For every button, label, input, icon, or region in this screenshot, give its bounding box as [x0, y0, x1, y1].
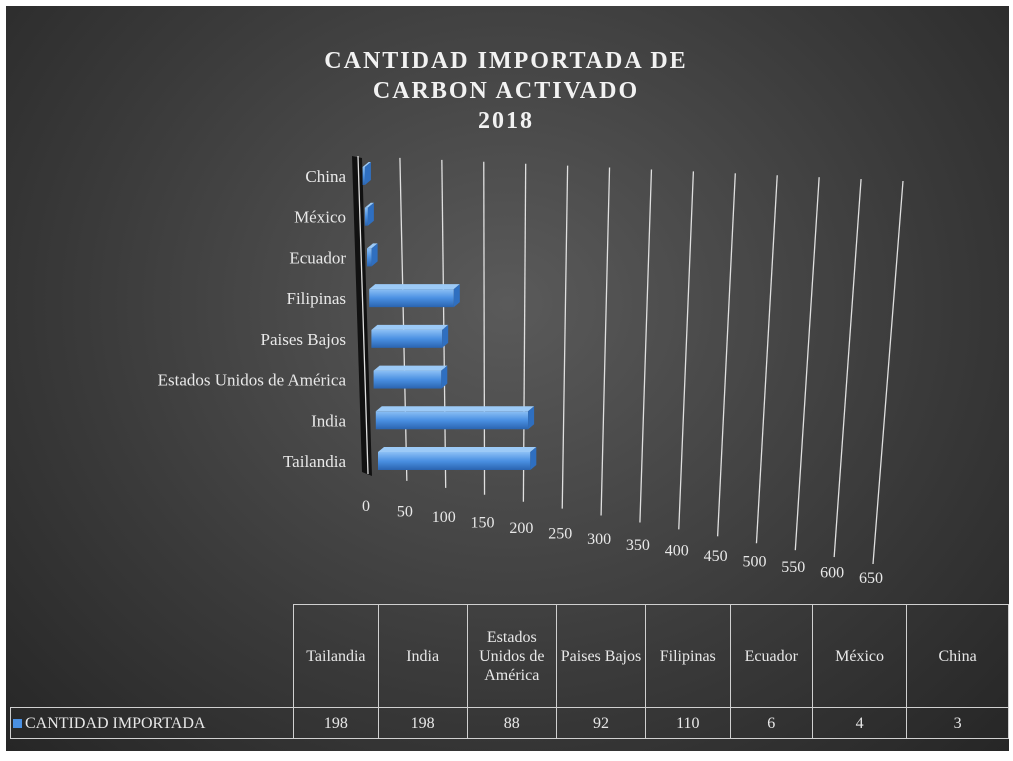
grid-line [678, 171, 695, 530]
grid-line [716, 173, 736, 537]
chart-title: 2018 [478, 108, 534, 134]
y-tick-label: Estados Unidos de América [158, 371, 347, 390]
table-value: 6 [729, 707, 814, 739]
table-value: 92 [555, 707, 647, 739]
bar-face [367, 202, 374, 226]
x-tick-label: 650 [859, 570, 883, 587]
bar-face [369, 289, 454, 308]
y-tick-label: Tailandia [283, 452, 346, 471]
grid-line [794, 177, 820, 551]
table-header: Tailandia [293, 604, 379, 708]
x-tick-label: 600 [820, 564, 844, 581]
table-header: China [906, 604, 1009, 708]
bar-face [371, 243, 378, 267]
y-tick-label: Filipinas [286, 289, 346, 308]
x-tick-label: 150 [471, 515, 495, 532]
y-tick-label: México [294, 208, 346, 227]
table-value: 198 [293, 707, 379, 739]
table-corner [10, 604, 294, 708]
table-value: 88 [466, 707, 557, 739]
grid-line [522, 163, 527, 502]
y-tick-label: Paises Bajos [261, 330, 346, 349]
bar-face [373, 365, 448, 371]
bar-face [378, 447, 537, 452]
x-tick-label: 300 [587, 531, 611, 548]
bar-face [528, 406, 535, 430]
table-header: Ecuador [729, 604, 814, 708]
bar [373, 365, 448, 389]
x-tick-label: 400 [665, 542, 689, 559]
chart-title: CANTIDAD IMPORTADA DE [324, 48, 687, 74]
bar-face [375, 411, 529, 430]
grid-line [483, 161, 486, 495]
bar-face [371, 324, 449, 330]
bar [375, 406, 535, 430]
back-wall [352, 156, 372, 476]
x-tick-label: 450 [704, 548, 728, 565]
bar [378, 447, 537, 470]
grid-line [639, 169, 653, 523]
grid-line [357, 155, 369, 475]
bar-face [364, 207, 368, 226]
x-tick-label: 250 [548, 526, 572, 543]
x-tick-label: 200 [509, 520, 533, 537]
x-tick-label: 100 [432, 509, 456, 526]
bar-face [362, 167, 365, 185]
x-tick-label: 350 [626, 537, 650, 554]
y-tick-label: India [311, 411, 346, 430]
bar [362, 162, 371, 185]
bar-face [362, 162, 371, 167]
bar [364, 202, 374, 226]
table-header: Filipinas [645, 604, 731, 708]
x-tick-label: 50 [397, 504, 413, 521]
bar-face [378, 452, 531, 470]
bar-face [364, 162, 371, 185]
bar-face [364, 202, 374, 208]
bar-face [369, 284, 460, 290]
chart-area: CANTIDAD IMPORTADA DE CARBON ACTIVADO 20… [6, 6, 1009, 751]
grid-line [872, 180, 904, 565]
table-value: 4 [812, 707, 908, 739]
series-name: CANTIDAD IMPORTADA [25, 714, 206, 732]
grid-line [600, 167, 611, 516]
bar-face [371, 329, 443, 348]
x-tick-label: 550 [781, 559, 805, 576]
y-tick-label: China [305, 167, 346, 186]
x-tick-label: 500 [742, 553, 766, 570]
bar-face [375, 406, 535, 412]
table-value: 198 [377, 707, 468, 739]
table-value: 110 [645, 707, 731, 739]
grid-line [441, 159, 447, 488]
grid-line [833, 179, 862, 558]
series-label: CANTIDAD IMPORTADA [9, 707, 295, 739]
table-header: Estados Unidos de América [466, 604, 557, 708]
legend-key [13, 718, 22, 728]
bar-face [367, 243, 378, 249]
bar-face [530, 447, 537, 470]
bar [369, 284, 460, 308]
table-header: Paises Bajos [555, 604, 647, 708]
bar-face [453, 284, 460, 308]
y-tick-label: Ecuador [289, 248, 346, 267]
table-header: India [377, 604, 468, 708]
bar [371, 324, 449, 348]
grid-line [755, 175, 778, 544]
x-tick-label: 0 [362, 498, 370, 515]
table-header: México [812, 604, 908, 708]
bar-face [441, 365, 448, 389]
chart-title: CARBON ACTIVADO [373, 78, 639, 104]
bar-face [373, 370, 442, 389]
chart: CANTIDAD IMPORTADA DE CARBON ACTIVADO 20… [158, 48, 904, 587]
bar [367, 243, 378, 267]
bar-face [367, 248, 372, 267]
grid-line [399, 157, 408, 481]
data-table: Tailandia India Estados Unidos de América P… [9, 604, 1009, 739]
grid-line [561, 165, 569, 509]
table-value: 3 [906, 707, 1009, 739]
bar-face [442, 324, 449, 348]
